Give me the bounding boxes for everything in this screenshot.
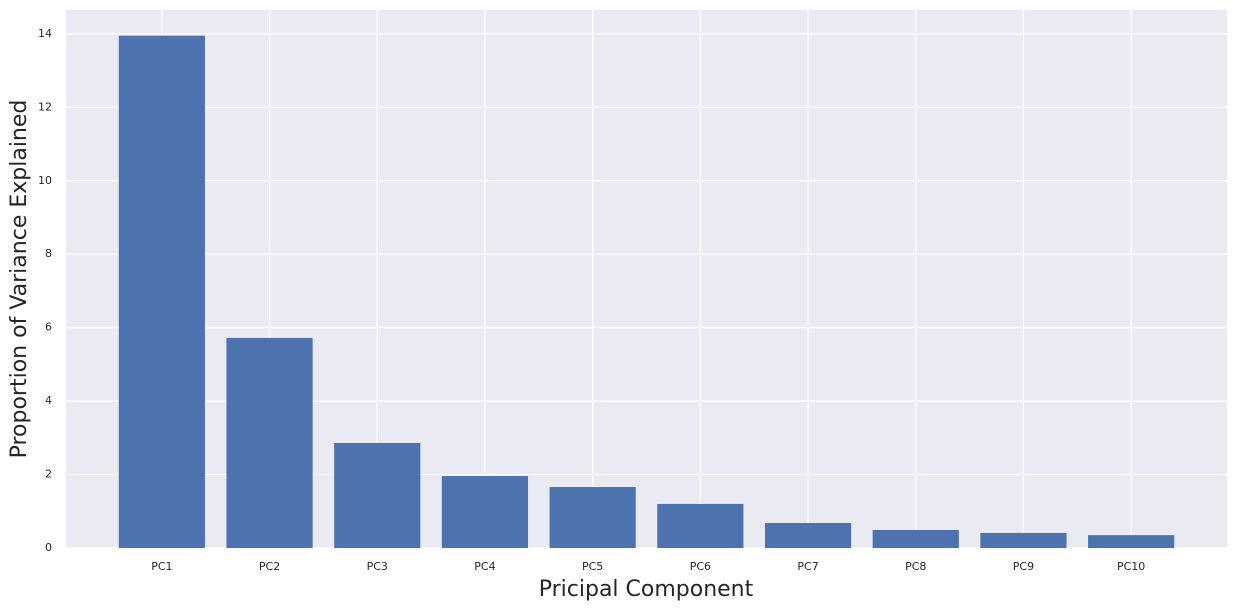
bar <box>872 530 959 548</box>
y-tick-label: 14 <box>38 27 52 40</box>
bar <box>549 487 636 548</box>
x-tick-label: PC2 <box>259 560 280 573</box>
bars <box>118 35 1175 549</box>
bar <box>980 532 1067 548</box>
y-tick-label: 6 <box>45 321 52 334</box>
x-tick-label: PC8 <box>905 560 926 573</box>
y-tick-label: 10 <box>38 174 52 187</box>
x-tick-label: PC4 <box>474 560 495 573</box>
y-tick-label: 12 <box>38 100 52 113</box>
bar <box>1088 535 1175 548</box>
x-tick-label: PC5 <box>582 560 603 573</box>
x-tick-label: PC7 <box>797 560 818 573</box>
x-tick-label: PC3 <box>367 560 388 573</box>
y-axis-label: Proportion of Variance Explained <box>7 100 32 459</box>
x-tick-label: PC1 <box>151 560 172 573</box>
y-tick-label: 0 <box>45 541 52 554</box>
y-tick-label: 4 <box>45 394 52 407</box>
bar <box>657 503 744 548</box>
bar <box>441 476 529 548</box>
bar <box>118 35 205 549</box>
bar <box>226 337 313 548</box>
bar <box>334 442 421 548</box>
bar <box>764 523 852 548</box>
x-tick-label: PC6 <box>690 560 711 573</box>
y-tick-label: 8 <box>45 247 52 260</box>
y-tick-label: 2 <box>45 468 52 481</box>
x-tick-label: PC9 <box>1013 560 1034 573</box>
x-axis-label: Pricipal Component <box>539 577 754 602</box>
x-tick-label: PC10 <box>1117 560 1145 573</box>
